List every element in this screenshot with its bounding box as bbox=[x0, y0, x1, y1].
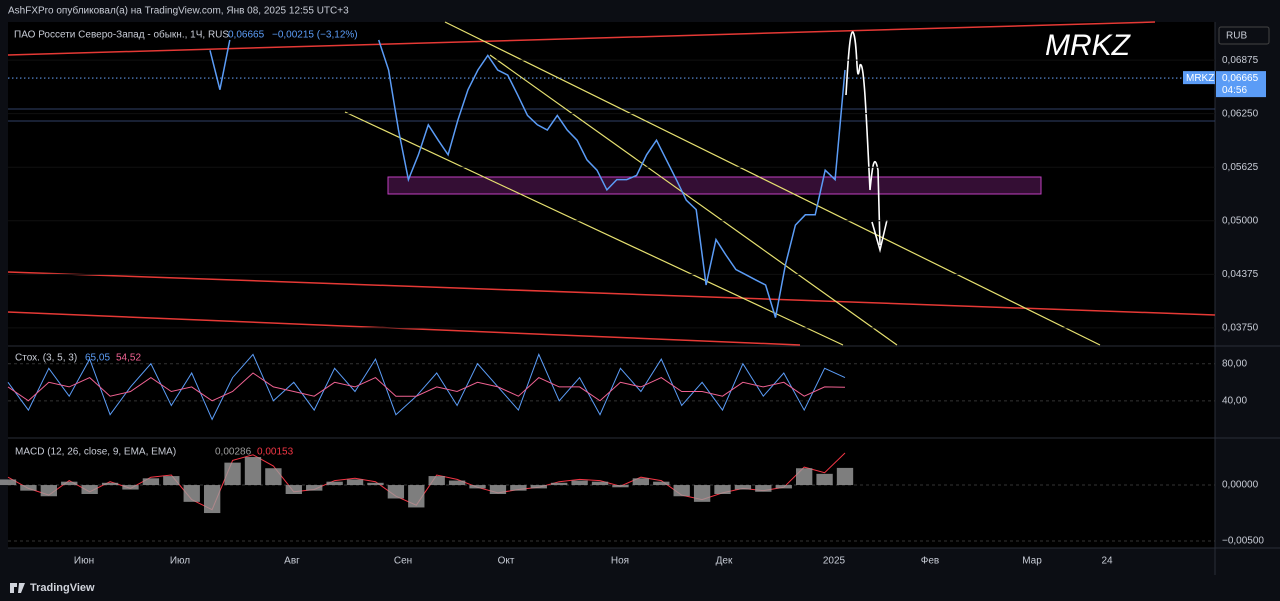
x-tick-label: Июл bbox=[170, 556, 190, 567]
forecast-arrow bbox=[845, 31, 881, 246]
y-tick-label: −0,00500 bbox=[1222, 536, 1264, 547]
currency-box bbox=[1218, 26, 1270, 45]
symbol-tag bbox=[1183, 71, 1215, 85]
x-tick-label: 24 bbox=[1101, 556, 1113, 567]
trend-line bbox=[7, 271, 1216, 316]
histogram-bar bbox=[367, 482, 384, 486]
trend-line bbox=[489, 54, 898, 346]
last-price: 0,06665 bbox=[228, 30, 265, 41]
drawings bbox=[7, 21, 1216, 346]
stoch-title: Стох. (3, 5, 3) bbox=[15, 353, 77, 364]
trend-line bbox=[344, 111, 844, 346]
histogram-bar bbox=[326, 481, 343, 486]
x-tick-label: Сен bbox=[394, 556, 412, 567]
histogram-bar bbox=[203, 485, 221, 514]
histogram-bar bbox=[346, 479, 364, 486]
series-line bbox=[7, 353, 846, 421]
histogram-bar bbox=[714, 485, 731, 495]
plot-background bbox=[8, 22, 1215, 548]
y-tick-label: 0,06250 bbox=[1222, 108, 1259, 119]
histogram-bar bbox=[0, 479, 17, 486]
y-tick-label: 0,04375 bbox=[1222, 269, 1259, 280]
y-tick-label: 0,06875 bbox=[1222, 55, 1259, 66]
histogram-bar bbox=[489, 485, 507, 495]
x-tick-label: Дек bbox=[716, 556, 733, 567]
histogram-bar bbox=[591, 481, 609, 486]
x-tick-label: Фев bbox=[921, 556, 939, 567]
zone bbox=[387, 176, 1042, 195]
y-tick-label: 0,00000 bbox=[1222, 480, 1259, 491]
y-tick-label: 80,00 bbox=[1222, 358, 1247, 369]
histogram-bar bbox=[61, 481, 78, 486]
histogram-bar bbox=[530, 485, 547, 489]
x-tick-label: Ноя bbox=[611, 556, 629, 567]
logo bbox=[10, 583, 25, 593]
annotation: MRKZ bbox=[1045, 29, 1132, 62]
x-tick-label: 2025 bbox=[823, 556, 846, 567]
histogram-bar bbox=[428, 476, 445, 486]
histogram-bar bbox=[836, 467, 854, 486]
histogram-bar bbox=[551, 482, 568, 486]
symbol: MRKZ bbox=[1186, 73, 1214, 84]
histogram-bar bbox=[244, 457, 262, 486]
histogram-bar bbox=[101, 482, 119, 486]
series-line bbox=[209, 39, 846, 318]
y-tick-label: 40,00 bbox=[1222, 395, 1247, 406]
trend-line bbox=[7, 21, 1156, 56]
legend-value: 0,00153 bbox=[257, 447, 294, 458]
x-tick-label: Июн bbox=[74, 556, 94, 567]
histogram-bar bbox=[81, 485, 98, 495]
price-tag bbox=[1216, 71, 1266, 98]
trend-line bbox=[7, 311, 801, 346]
legend-value: 54,52 bbox=[116, 353, 141, 364]
histogram-bar bbox=[163, 476, 180, 486]
chart-title: ПАО Россети Северо-Запад - обыкн., 1Ч, R… bbox=[14, 29, 229, 41]
histogram-bar bbox=[693, 485, 711, 502]
brand: TradingView bbox=[30, 582, 95, 594]
y-tick-label: 0,03750 bbox=[1222, 323, 1259, 334]
histogram-bar bbox=[183, 485, 200, 502]
histogram-bar bbox=[755, 485, 772, 492]
histogram-bar bbox=[653, 481, 670, 486]
histogram-bar bbox=[510, 485, 527, 491]
histogram-bar bbox=[612, 485, 629, 488]
author-line: AshFXPro опубликовал(а) на TradingView.c… bbox=[8, 5, 349, 17]
histogram-bar bbox=[142, 478, 160, 486]
histogram-bar bbox=[265, 468, 282, 486]
legend-value: 0,00286 bbox=[215, 447, 252, 458]
y-tick-label: 0,05000 bbox=[1222, 215, 1259, 226]
trend-line bbox=[444, 21, 1101, 346]
x-tick-label: Авг bbox=[284, 556, 300, 567]
histogram-bar bbox=[408, 485, 425, 508]
histogram-bar bbox=[306, 485, 323, 491]
x-tick-label: Мар bbox=[1022, 556, 1042, 567]
histogram-bar bbox=[40, 485, 57, 497]
histogram-bar bbox=[673, 485, 690, 497]
histogram-bar bbox=[285, 485, 302, 495]
currency: RUB bbox=[1226, 31, 1247, 42]
histogram-bar bbox=[122, 485, 139, 490]
histogram-bar bbox=[796, 468, 813, 486]
histogram-bar bbox=[224, 462, 241, 486]
price-tag-value: 0,06665 bbox=[1222, 73, 1259, 84]
series-line bbox=[7, 372, 846, 402]
y-tick-label: 0,05625 bbox=[1222, 162, 1259, 173]
histogram-bar bbox=[20, 485, 37, 491]
x-tick-label: Окт bbox=[498, 556, 515, 567]
macd-title: MACD (12, 26, close, 9, EMA, EMA) bbox=[15, 447, 176, 458]
histogram-bar bbox=[816, 473, 833, 486]
histogram-bar bbox=[469, 485, 486, 489]
countdown: 04:56 bbox=[1222, 85, 1247, 96]
histogram-bar bbox=[775, 485, 792, 489]
histogram-bar bbox=[734, 485, 752, 490]
change: −0,00215 (−3,12%) bbox=[272, 30, 358, 41]
histogram-bar bbox=[571, 480, 588, 486]
legend-value: 65,05 bbox=[85, 353, 110, 364]
histogram-bar bbox=[448, 480, 466, 486]
histogram-bar bbox=[387, 485, 405, 499]
histogram-bar bbox=[632, 478, 650, 486]
arrow-head bbox=[871, 219, 888, 254]
